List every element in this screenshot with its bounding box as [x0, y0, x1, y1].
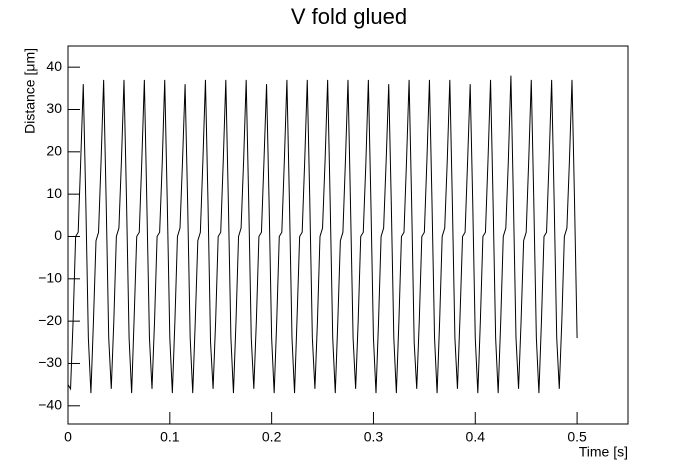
data-line — [67, 75, 578, 394]
y-tick-label: −20 — [38, 312, 62, 328]
y-tick-label: −30 — [38, 354, 62, 370]
y-tick-label: −10 — [38, 270, 62, 286]
x-tick-label: 0.4 — [466, 429, 486, 445]
y-tick-label: 30 — [46, 100, 62, 116]
x-tick-label: 0.3 — [364, 429, 384, 445]
y-tick-label: −40 — [38, 397, 62, 413]
y-tick-label: 40 — [46, 58, 62, 74]
y-tick-label: 20 — [46, 143, 62, 159]
x-tick-label: 0.1 — [160, 429, 180, 445]
x-tick-label: 0.2 — [262, 429, 282, 445]
chart-title: V fold glued — [291, 4, 407, 29]
x-tick-label: 0.5 — [567, 429, 587, 445]
y-tick-label: 0 — [54, 227, 62, 243]
x-tick-label: 0 — [64, 429, 72, 445]
y-axis-label: Distance [μm] — [22, 48, 38, 134]
plot-frame — [67, 45, 629, 425]
y-tick-label: 10 — [46, 185, 62, 201]
x-axis-label: Time [s] — [579, 444, 628, 460]
